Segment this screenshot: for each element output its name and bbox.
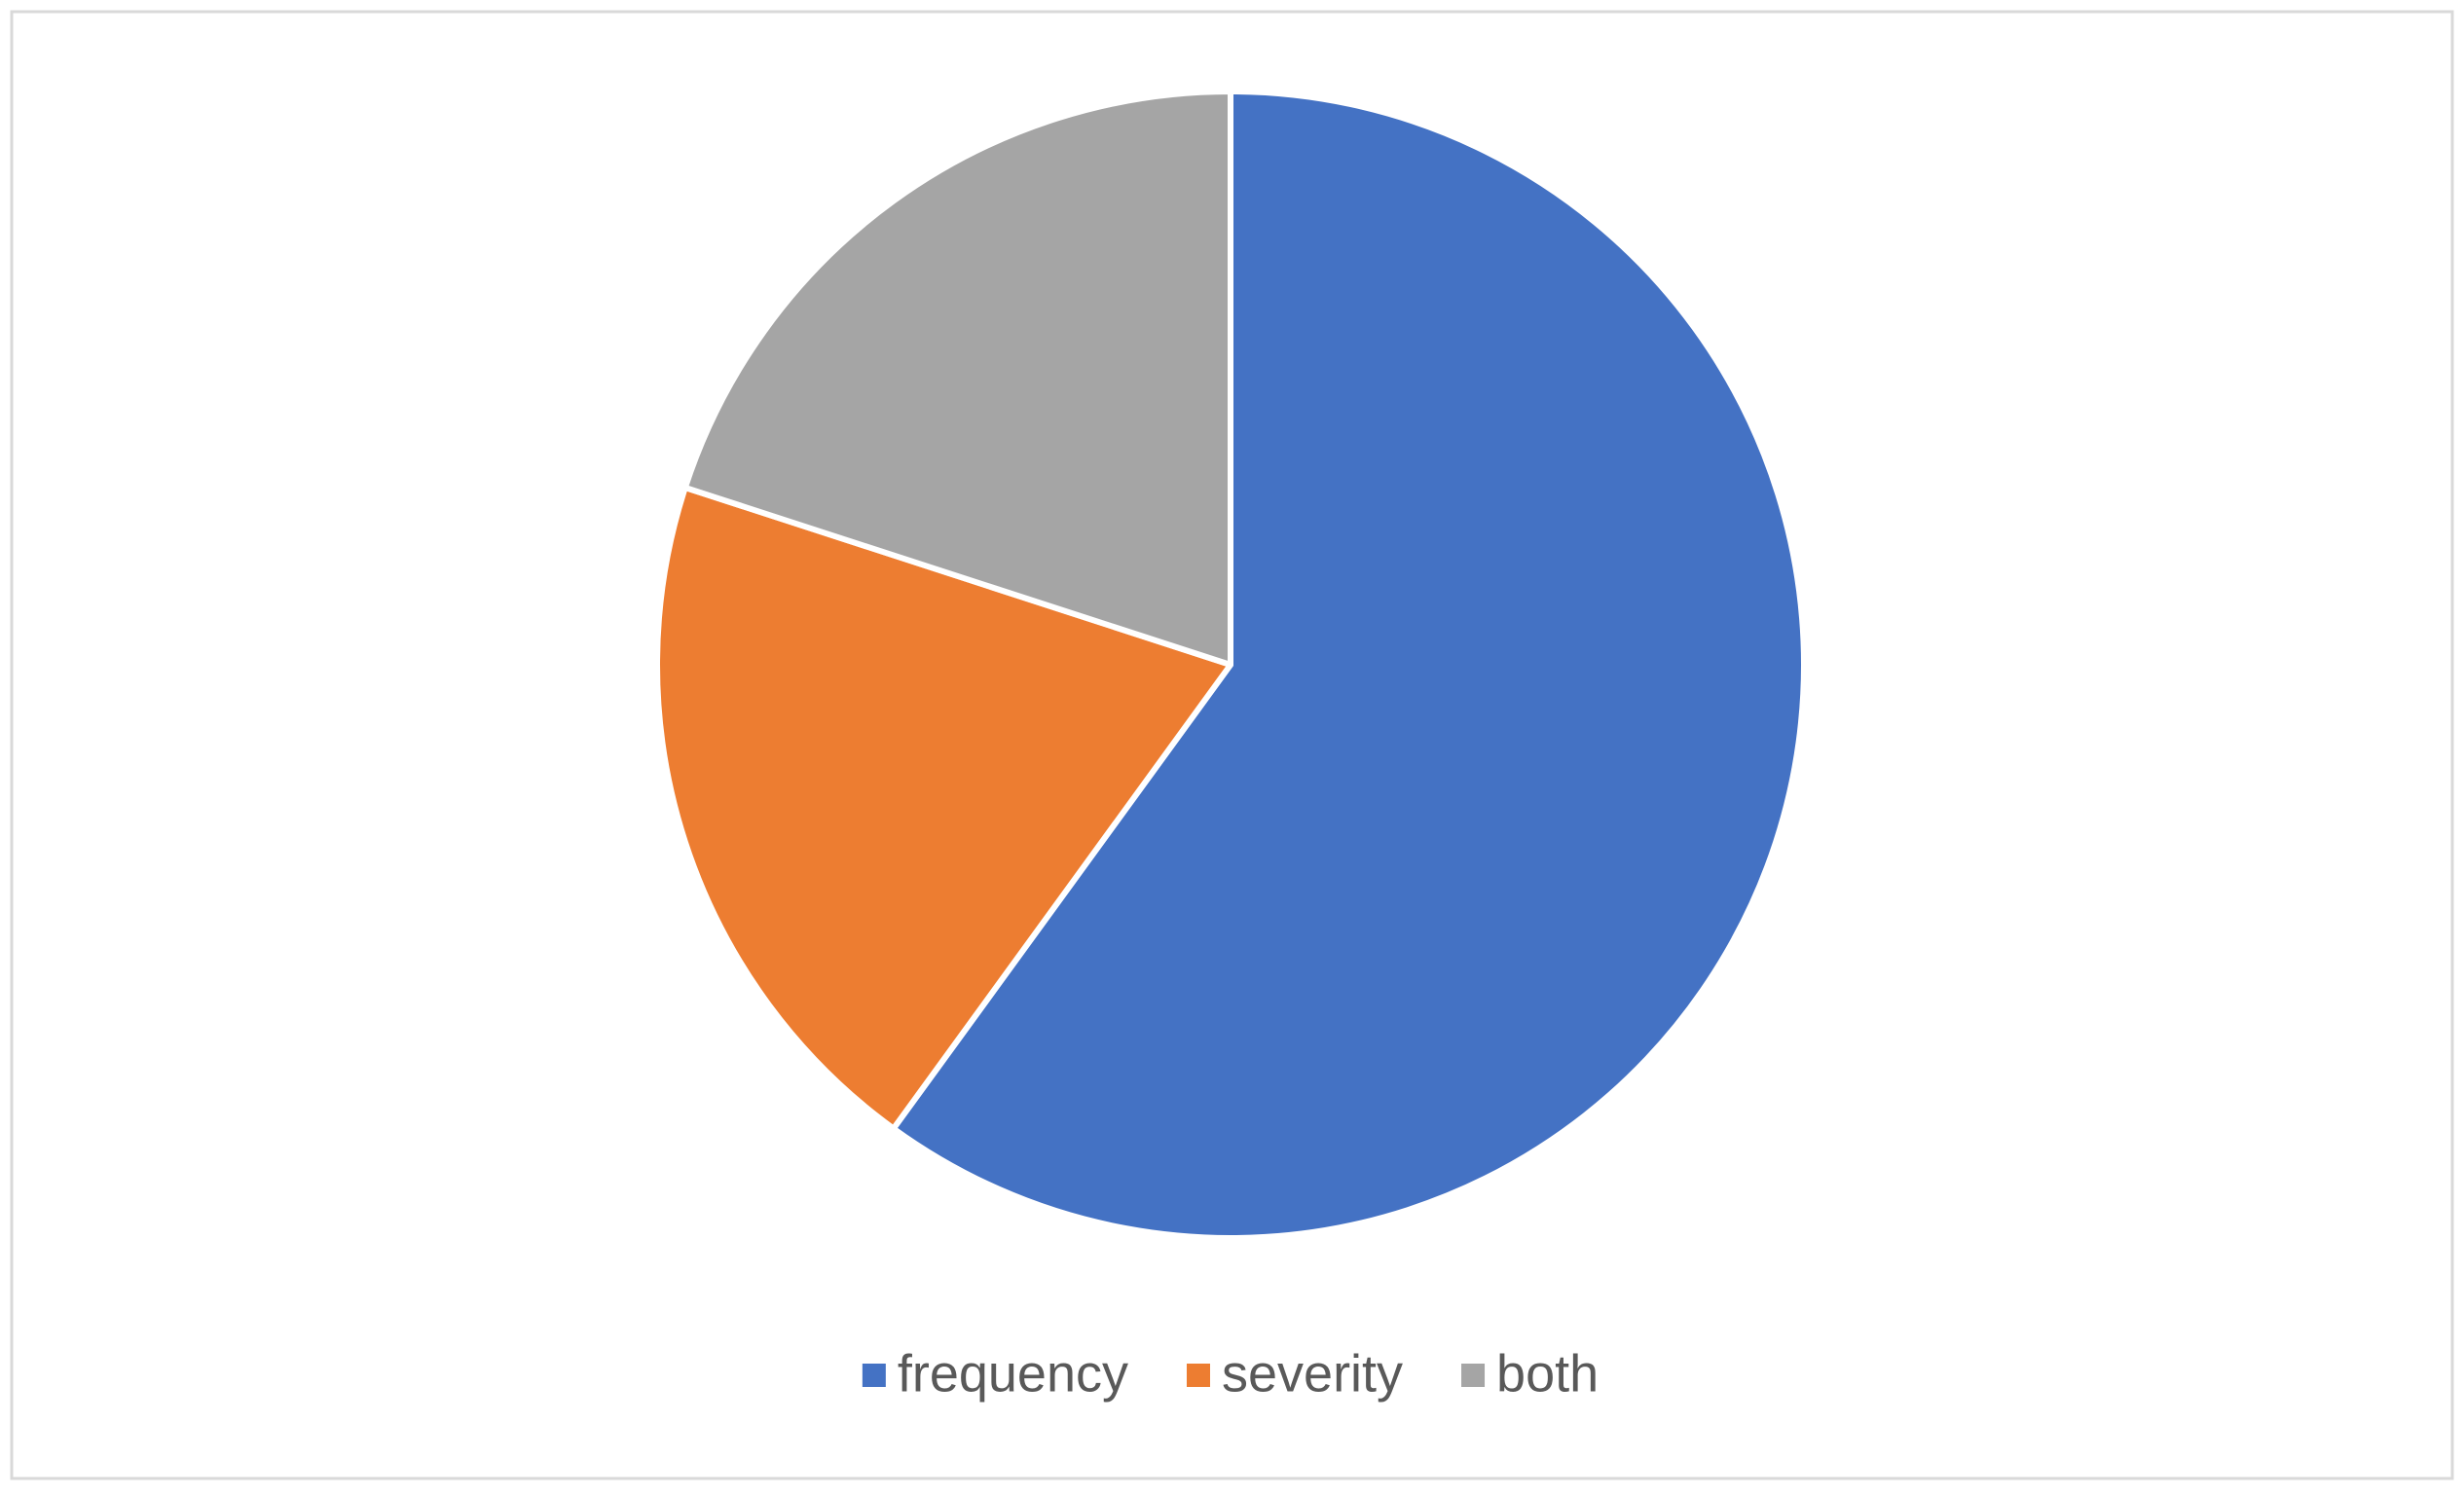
legend-label: severity <box>1222 1344 1403 1403</box>
legend-swatch <box>1461 1364 1486 1387</box>
pie-slice <box>681 89 1233 668</box>
pie-slice <box>890 89 1807 1241</box>
pie-slice <box>654 484 1233 1132</box>
legend-label: both <box>1496 1344 1599 1403</box>
legend-swatch <box>862 1364 886 1387</box>
legend-label: frequency <box>898 1344 1128 1403</box>
legend-swatch <box>1187 1364 1210 1387</box>
